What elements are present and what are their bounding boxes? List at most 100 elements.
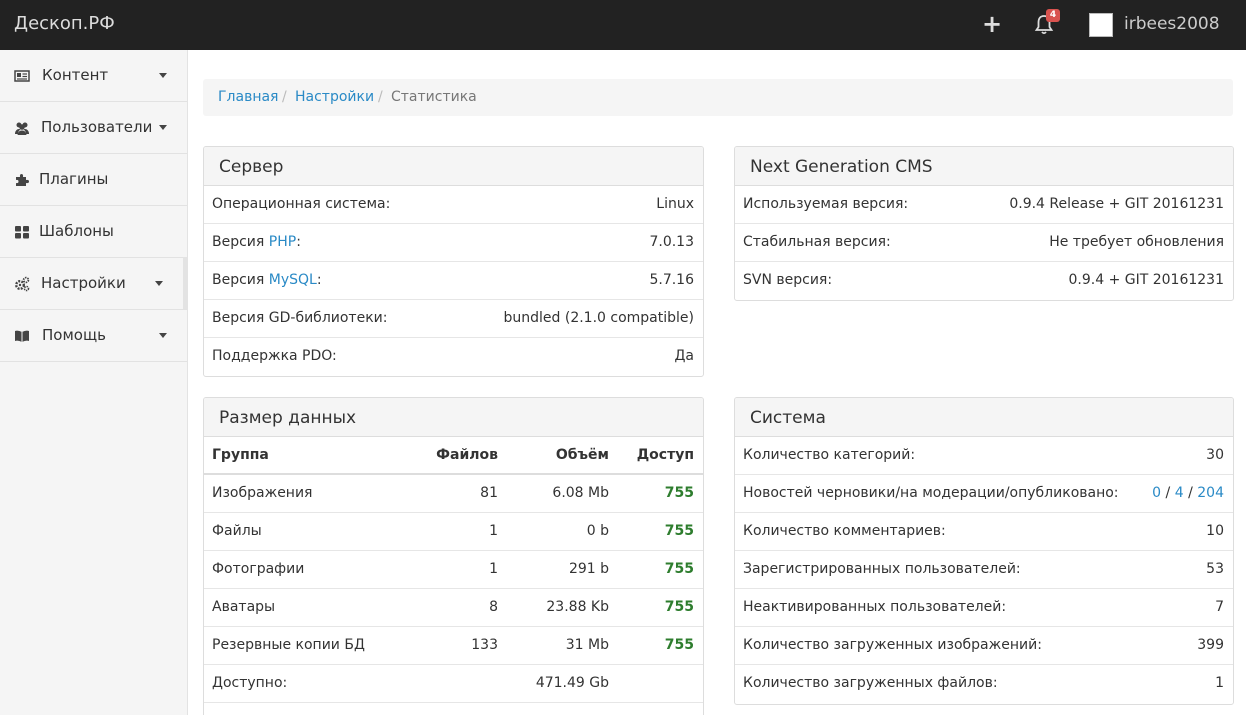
size-cell: 6.08 Mb	[552, 485, 609, 501]
sidebar-item-label: Шаблоны	[39, 222, 114, 240]
php-label: Версия PHP:	[212, 234, 301, 250]
table-row: Используемая версия: 0.9.4 Release + GIT…	[735, 186, 1233, 224]
uploaded-files-label: Количество загруженных файлов:	[743, 675, 998, 691]
news-separator: /	[1161, 485, 1175, 501]
php-link[interactable]: PHP	[268, 234, 297, 250]
comments-label: Количество комментариев:	[743, 523, 946, 539]
svn-version-link[interactable]: 0.9.4 + GIT 20161231	[1068, 272, 1225, 288]
access-cell: 755	[664, 485, 694, 501]
chevron-down-icon	[159, 125, 167, 130]
table-row: Количество комментариев: 10	[735, 513, 1233, 551]
group-cell: Фотографии	[212, 561, 305, 577]
table-row: Фотографии 1 291 b 755	[204, 551, 703, 589]
panel-title: Размер данных	[204, 398, 703, 437]
breadcrumb-home-link[interactable]: Главная	[218, 89, 279, 105]
top-navbar: Дескоп.РФ + 4 irbees2008	[0, 0, 1246, 50]
sidebar-item-help[interactable]: Помощь	[0, 310, 187, 362]
size-cell: 31 Mb	[565, 637, 609, 653]
sidebar-item-label: Контент	[42, 66, 109, 84]
news-draft-link[interactable]: 0	[1152, 485, 1162, 501]
avatar[interactable]	[1089, 13, 1113, 37]
table-row: Версия GD-библиотеки: bundled (2.1.0 com…	[204, 300, 703, 338]
table-row: Аватары 8 23.88 Kb 755	[204, 589, 703, 627]
mysql-link[interactable]: MySQL	[268, 272, 317, 288]
registered-users-value: 53	[1206, 561, 1224, 577]
sidebar-item-label: Плагины	[39, 170, 109, 188]
sidebar-item-users[interactable]: Пользователи	[0, 102, 187, 154]
gd-label: Версия GD-библиотеки:	[212, 310, 388, 326]
mysql-label-prefix: Версия	[212, 272, 269, 288]
access-cell: 755	[664, 637, 694, 653]
available-value: 471.49 Gb	[535, 675, 609, 691]
comments-value: 10	[1206, 523, 1224, 539]
users-icon	[15, 122, 29, 135]
php-label-prefix: Версия	[212, 234, 269, 250]
sidebar: Контент Пользователи Плагины Шаблоны	[0, 50, 188, 715]
group-cell: Изображения	[212, 485, 313, 501]
table-row: Поддержка PDO: Да	[204, 338, 703, 376]
breadcrumb: Главная / Настройки / Статистика	[203, 79, 1233, 116]
brand-logo[interactable]: Дескоп.РФ	[14, 13, 115, 34]
used-version-label: Используемая версия:	[743, 196, 909, 212]
table-row: Количество загруженных изображений: 399	[735, 627, 1233, 665]
breadcrumb-current: Статистика	[391, 89, 477, 105]
available-label: Доступно:	[212, 675, 288, 691]
data-size-panel: Размер данных Группа Файлов Объём Доступ…	[203, 397, 704, 715]
sidebar-item-label: Помощь	[42, 326, 106, 344]
group-cell: Резервные копии БД	[212, 637, 365, 653]
table-row: Версия MySQL: 5.7.16	[204, 262, 703, 300]
column-header-files: Файлов	[436, 447, 498, 463]
plus-icon[interactable]: +	[982, 10, 1003, 38]
cms-panel: Next Generation CMS Используемая версия:…	[734, 146, 1234, 301]
uploaded-images-label: Количество загруженных изображений:	[743, 637, 1042, 653]
username-link[interactable]: irbees2008	[1124, 14, 1220, 34]
news-moderation-link[interactable]: 4	[1174, 485, 1184, 501]
table-row: Операционная система: Linux	[204, 186, 703, 224]
server-panel: Сервер Операционная система: Linux Верси…	[203, 146, 704, 377]
cogs-icon	[15, 276, 30, 292]
th-large-icon	[15, 226, 29, 239]
table-row: Изображения 81 6.08 Mb 755	[204, 475, 703, 513]
registered-users-label: Зарегистрированных пользователей:	[743, 561, 1021, 577]
php-label-suffix: :	[296, 234, 301, 250]
inactive-users-label: Неактивированных пользователей:	[743, 599, 1007, 615]
table-header-row: Группа Файлов Объём Доступ	[204, 437, 703, 475]
os-value: Linux	[656, 196, 694, 212]
pdo-value: Да	[674, 348, 694, 364]
system-panel: Система Количество категорий: 30 Новосте…	[734, 397, 1234, 705]
breadcrumb-settings-link[interactable]: Настройки	[295, 89, 375, 105]
table-row: Количество загруженных файлов: 1	[735, 665, 1233, 703]
size-cell: 0 b	[586, 523, 609, 539]
book-icon	[15, 330, 29, 342]
panel-title: Сервер	[204, 147, 703, 186]
column-header-access: Доступ	[636, 447, 694, 463]
pdo-label: Поддержка PDO:	[212, 348, 337, 364]
mysql-label-suffix: :	[316, 272, 322, 288]
files-cell: 1	[489, 523, 498, 539]
group-cell: Файлы	[212, 523, 262, 539]
access-cell: 755	[664, 523, 694, 539]
sidebar-item-content[interactable]: Контент	[0, 50, 187, 102]
table-row: Стабильная версия: Не требует обновления	[735, 224, 1233, 262]
table-row: Количество категорий: 30	[735, 437, 1233, 475]
sidebar-item-templates[interactable]: Шаблоны	[0, 206, 187, 258]
news-values: 0 / 4 / 204	[1152, 485, 1224, 501]
table-row: Неактивированных пользователей: 7	[735, 589, 1233, 627]
sidebar-item-settings[interactable]: Настройки	[0, 258, 187, 310]
os-label: Операционная система:	[212, 196, 391, 212]
puzzle-icon	[16, 174, 29, 186]
breadcrumb-separator: /	[378, 89, 383, 105]
inactive-users-link[interactable]: 7	[1215, 599, 1224, 615]
chevron-down-icon	[155, 281, 163, 286]
categories-value: 30	[1206, 447, 1224, 463]
sidebar-item-plugins[interactable]: Плагины	[0, 154, 187, 206]
news-published-link[interactable]: 204	[1197, 485, 1224, 501]
files-cell: 133	[471, 637, 498, 653]
news-label: Новостей черновики/на модерации/опублико…	[743, 485, 1119, 501]
table-row: SVN версия: 0.9.4 + GIT 20161231	[735, 262, 1233, 300]
php-value: 7.0.13	[649, 234, 694, 250]
group-cell: Аватары	[212, 599, 276, 615]
gd-value: bundled (2.1.0 compatible)	[503, 310, 695, 326]
table-row: Зарегистрированных пользователей: 53	[735, 551, 1233, 589]
categories-label: Количество категорий:	[743, 447, 916, 463]
